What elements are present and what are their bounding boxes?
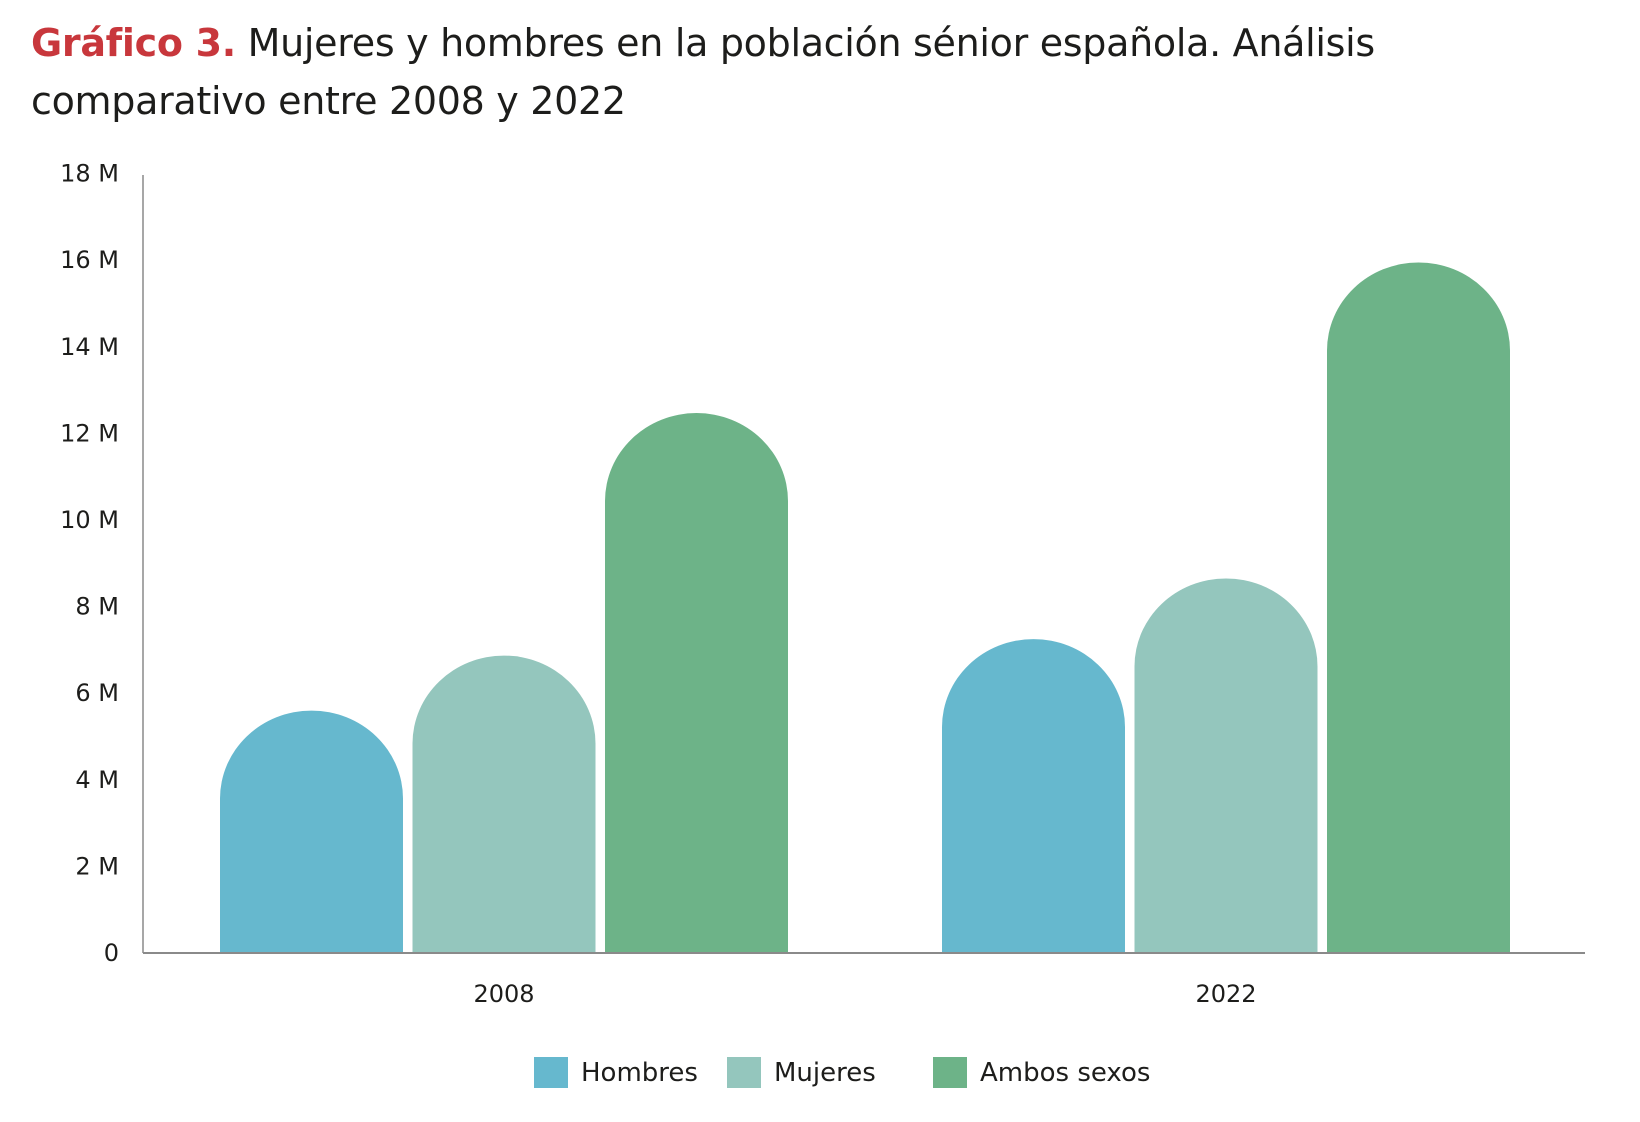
legend-swatch — [727, 1057, 761, 1088]
y-tick-label: 14 M — [60, 333, 119, 361]
chart-title-lead: Gráfico 3. — [31, 21, 236, 65]
legend-label: Hombres — [581, 1057, 698, 1088]
chart-title-text: Mujeres y hombres en la población sénior… — [31, 21, 1375, 123]
y-tick-label: 6 M — [75, 679, 119, 707]
y-tick-label: 18 M — [60, 160, 119, 188]
legend: Hombres Mujeres Ambos sexos — [0, 1057, 1640, 1093]
legend-label: Ambos sexos — [980, 1057, 1151, 1088]
legend-swatch — [933, 1057, 967, 1088]
legend-label: Mujeres — [774, 1057, 876, 1088]
legend-item: Ambos sexos — [933, 1057, 1150, 1088]
bar-hombres-2008 — [220, 710, 403, 953]
y-tick-label: 2 M — [75, 852, 119, 880]
x-tick-label: 2008 — [473, 980, 534, 1008]
y-tick-label: 10 M — [60, 506, 119, 534]
legend-item: Mujeres — [727, 1057, 876, 1088]
x-tick-label: 2022 — [1195, 980, 1256, 1008]
y-tick-label: 4 M — [75, 766, 119, 794]
bar-ambos-sexos-2022 — [1327, 262, 1510, 953]
bar-mujeres-2022 — [1134, 578, 1318, 953]
bar-hombres-2022 — [942, 639, 1125, 953]
legend-swatch — [534, 1057, 568, 1088]
y-tick-label: 8 M — [75, 593, 119, 621]
chart-title: Gráfico 3. Mujeres y hombres en la pobla… — [31, 14, 1531, 130]
bar-mujeres-2008 — [412, 655, 596, 953]
y-tick-label: 0 — [104, 939, 119, 967]
y-tick-label: 16 M — [60, 246, 119, 274]
y-tick-label: 12 M — [60, 419, 119, 447]
bar-ambos-sexos-2008 — [605, 413, 788, 953]
legend-item: Hombres — [534, 1057, 698, 1088]
